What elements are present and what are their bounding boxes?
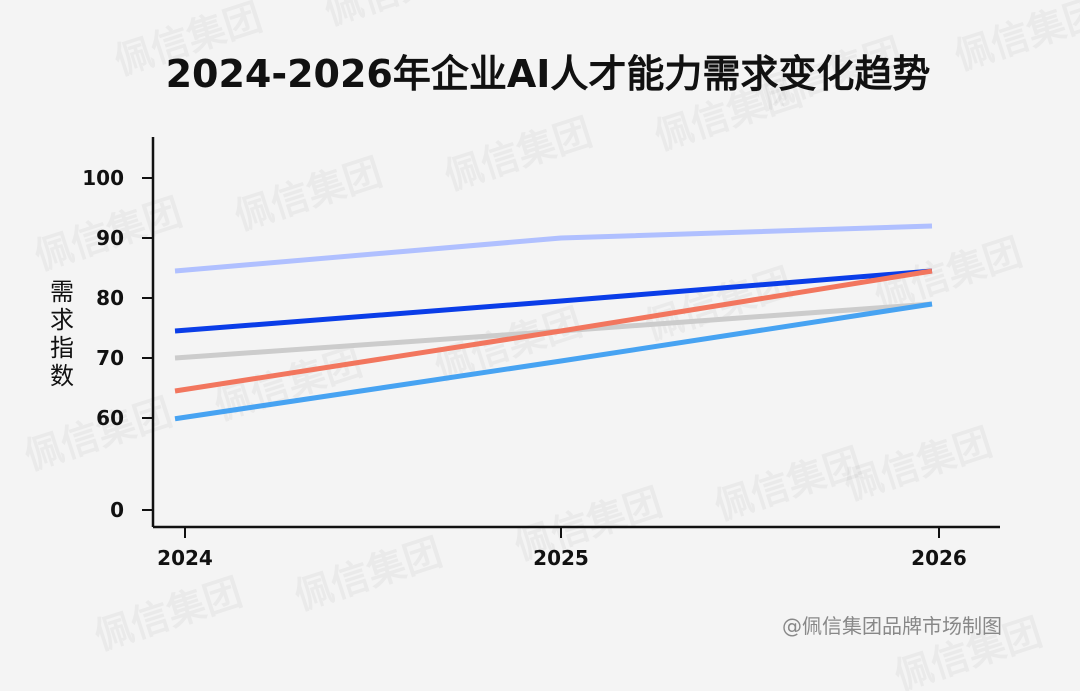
y-tick-label: 0 — [110, 498, 124, 522]
series-lines — [174, 223, 933, 422]
watermark-text: 佩信集团 — [89, 570, 247, 659]
series-line-1 — [174, 223, 933, 274]
y-tick-label: 60 — [96, 406, 124, 430]
axes — [151, 137, 1000, 529]
y-tick-label: 100 — [82, 166, 124, 190]
watermark-text: 佩信集团 — [439, 110, 597, 199]
watermark-text: 佩信集团 — [949, 0, 1080, 79]
y-ticks: 0 60 70 80 90 100 — [82, 166, 153, 522]
series-line-2 — [174, 268, 933, 334]
watermark-text: 佩信集团 — [839, 420, 997, 509]
chart-title: 2024-2026年企业AI人才能力需求变化趋势 — [166, 52, 931, 96]
y-axis-label: 需求指数 — [50, 278, 74, 390]
watermark-text: 佩信集团 — [319, 0, 477, 34]
watermark-text: 佩信集团 — [229, 150, 387, 239]
watermark-text: 佩信集团 — [709, 440, 867, 529]
y-tick-label: 70 — [96, 346, 124, 370]
credit-text: @佩信集团品牌市场制图 — [782, 614, 1002, 638]
watermark-text: 佩信集团 — [289, 530, 447, 619]
y-tick-label: 90 — [96, 226, 124, 250]
x-tick-label: 2026 — [911, 546, 967, 570]
series-line-5 — [174, 301, 933, 422]
series-line-4 — [174, 268, 933, 394]
x-ticks: 2024 2025 2026 — [157, 527, 967, 570]
x-tick-label: 2025 — [533, 546, 589, 570]
x-tick-label: 2024 — [157, 546, 213, 570]
y-tick-label: 80 — [96, 286, 124, 310]
watermark-layer: 佩信集团佩信集团佩信集团佩信集团佩信集团佩信集团佩信集团佩信集团佩信集团佩信集团… — [19, 0, 1080, 691]
